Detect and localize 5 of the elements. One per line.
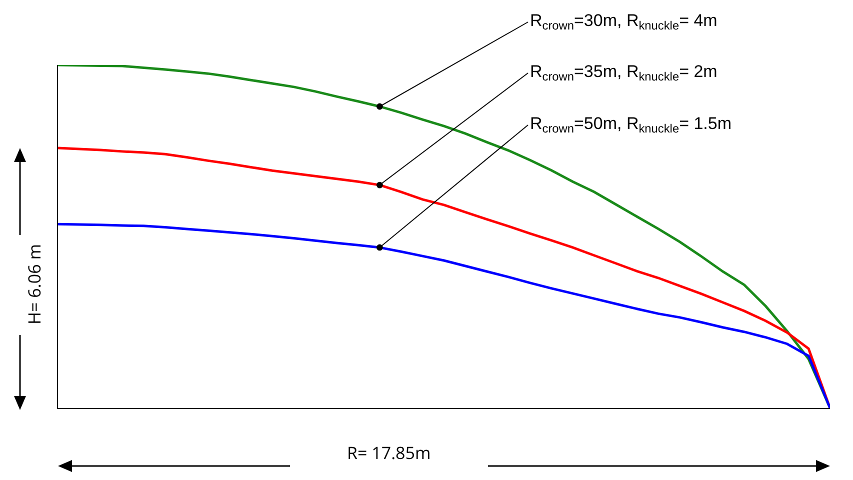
- text: H= 6.06 m: [22, 244, 46, 324]
- text: R$_{crown}$=35m, R$_{knuckle}$= 2m: [530, 62, 718, 84]
- text: R$_{crown}$=30m, R$_{knuckle}$= 4m: [530, 11, 718, 33]
- text: R= 17.85m: [347, 441, 431, 464]
- text: R$_{crown}$=50m, R$_{knuckle}$= 1.5m: [530, 114, 732, 136]
